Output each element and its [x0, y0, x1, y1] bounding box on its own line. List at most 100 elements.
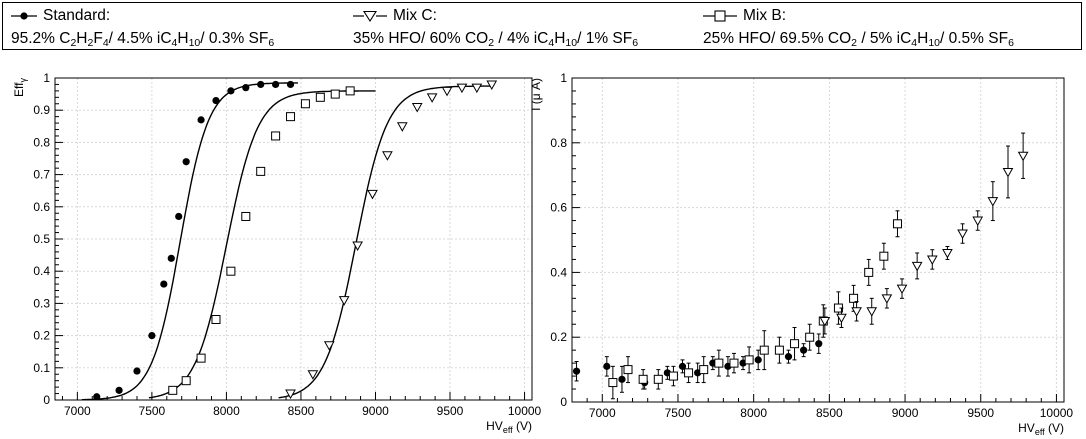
y-tick-label-10: 1: [43, 71, 50, 85]
data-point-circle-11: [242, 84, 250, 92]
data-point-circle-12: [257, 80, 265, 89]
subscript-part: 2: [70, 37, 77, 49]
data-point-triangle-2: [851, 307, 862, 317]
data-point-circle-6: [175, 212, 183, 221]
y-tick-label-1: 0.1: [33, 361, 50, 375]
data-point-circle-14: [286, 80, 295, 89]
data-point-triangle-0: [285, 389, 296, 400]
legend-entry-standard: Standard: 95.2% C2H2F4/ 4.5% iC4H10/ 0.3…: [11, 6, 274, 49]
data-point-square-10: [759, 345, 769, 355]
data-point-circle-13: [815, 340, 823, 348]
data-point-circle-0: [572, 367, 581, 375]
data-point-triangle-0: [819, 317, 831, 327]
data-point-triangle-10: [972, 216, 984, 227]
subscript-part: 6: [1008, 37, 1014, 49]
subscript-part: 10: [928, 37, 941, 49]
x-tick-label-0: 7000: [64, 404, 91, 418]
data-point-circle-10: [227, 87, 235, 95]
x-tick-label-1: 7500: [665, 406, 692, 420]
fit-curve-0: [81, 82, 298, 401]
y-tick-label-4: 0.4: [33, 264, 50, 278]
data-point-triangle-10: [441, 86, 453, 97]
data-point-circle-8: [197, 116, 205, 124]
y-axis-title: Effγ: [12, 78, 28, 97]
x-tick-label-2: 8000: [213, 404, 240, 418]
subscript-part: 4: [911, 37, 918, 49]
data-point-circle-0: [93, 393, 101, 401]
y-axis-title: I (μ A): [529, 78, 543, 111]
data-point-triangle-9: [957, 229, 968, 240]
x-tick-label-5: 9500: [437, 404, 464, 418]
text-part: H: [76, 30, 88, 47]
y-tick-label-2: 0.2: [33, 329, 50, 343]
data-point-circle-2: [618, 375, 626, 383]
fit-curve-1: [148, 90, 376, 399]
text-part: / 4% iC: [494, 30, 549, 47]
current-panel: 7000 7500 8000 8500 9000 9500 10000 0 0.2 0.4 0.6 0…: [529, 71, 1073, 437]
data-point-triangle-8: [411, 102, 423, 113]
series-1: [148, 86, 376, 399]
x-axis-title-unit: (V): [1045, 421, 1064, 435]
text-part: 35% HFO/ 60% CO: [353, 30, 489, 47]
data-point-square-6: [256, 166, 266, 176]
efficiency-panel: 7000 7500 8000 8500 9000 9500 10000 0 0.1 0.2 0.3 0…: [12, 71, 542, 435]
text-part: F: [93, 30, 103, 47]
data-point-circle-12: [800, 346, 808, 354]
y-tick-label-6: 0.6: [33, 200, 50, 214]
x-tick-label-6: 10000: [508, 404, 542, 418]
text-part: / 4.5% iC: [108, 30, 172, 47]
data-point-square-1: [181, 376, 191, 386]
data-point-square-9: [300, 99, 310, 109]
series-1: [608, 210, 902, 400]
series-2: [819, 132, 1029, 335]
x-axis-title-sub: eff: [1035, 427, 1045, 437]
data-point-square-16: [849, 293, 859, 303]
series-2: [278, 80, 498, 400]
text-part: H: [177, 30, 189, 47]
legend-standard-composition: 95.2% C2H2F4/ 4.5% iC4H10/ 0.3% SF6: [11, 29, 274, 49]
text-part: / 1% SF: [577, 30, 633, 47]
x-tick-label-4: 9000: [362, 404, 389, 418]
data-point-square-5: [684, 368, 694, 378]
data-point-square-11: [330, 89, 340, 99]
text-part: / 0.5% SF: [940, 30, 1009, 47]
data-point-triangle-2: [323, 341, 335, 351]
legend-entry-mix-b: Mix B: 25% HFO/ 69.5% CO2 / 5% iC4H10/ 0…: [703, 6, 1014, 49]
data-point-square-6: [699, 365, 709, 375]
text-part: 95.2% C: [11, 30, 71, 47]
data-point-circle-2: [133, 367, 141, 375]
subscript-part: 2: [87, 37, 94, 49]
x-axis-title-unit: (V): [513, 419, 532, 433]
filled-circle-marker-icon: [11, 12, 37, 20]
data-point-triangle-3: [866, 307, 878, 317]
y-axis-title-main: Eff: [12, 82, 26, 97]
subscript-part: 2: [851, 37, 858, 49]
data-point-square-18: [879, 251, 889, 261]
x-axis-title-main: HV: [486, 419, 503, 433]
subscript-part: 4: [171, 37, 178, 49]
data-point-square-7: [714, 358, 724, 368]
y-tick-label-3: 0.3: [33, 296, 50, 310]
data-point-square-12: [345, 86, 355, 96]
text-part: / 0.3% SF: [200, 30, 269, 47]
x-tick-label-3: 8500: [288, 404, 315, 418]
x-tick-label-2: 8000: [740, 406, 767, 420]
x-axis-title-main: HV: [1018, 421, 1035, 435]
y-axis-title-main: I (μ A): [529, 78, 543, 111]
data-point-triangle-12: [471, 83, 483, 94]
data-point-triangle-5: [367, 189, 378, 200]
data-point-triangle-4: [881, 294, 893, 304]
data-point-square-2: [638, 374, 648, 384]
data-point-square-1: [623, 365, 633, 375]
data-point-circle-9: [212, 96, 220, 105]
y-tick-label-4: 0.8: [550, 136, 567, 150]
data-point-square-7: [271, 131, 281, 141]
x-axis-title: HVeff (V): [486, 419, 532, 435]
data-point-square-11: [774, 345, 784, 355]
y-tick-label-9: 0.9: [33, 103, 50, 117]
y-tick-label-8: 0.8: [33, 135, 50, 149]
data-point-triangle-6: [911, 261, 923, 272]
y-tick-label-1: 0.2: [550, 330, 567, 344]
legend-entry-mix-c: Mix C: 35% HFO/ 60% CO2 / 4% iC4H10/ 1% …: [353, 6, 638, 49]
subscript-part: 4: [102, 37, 109, 49]
